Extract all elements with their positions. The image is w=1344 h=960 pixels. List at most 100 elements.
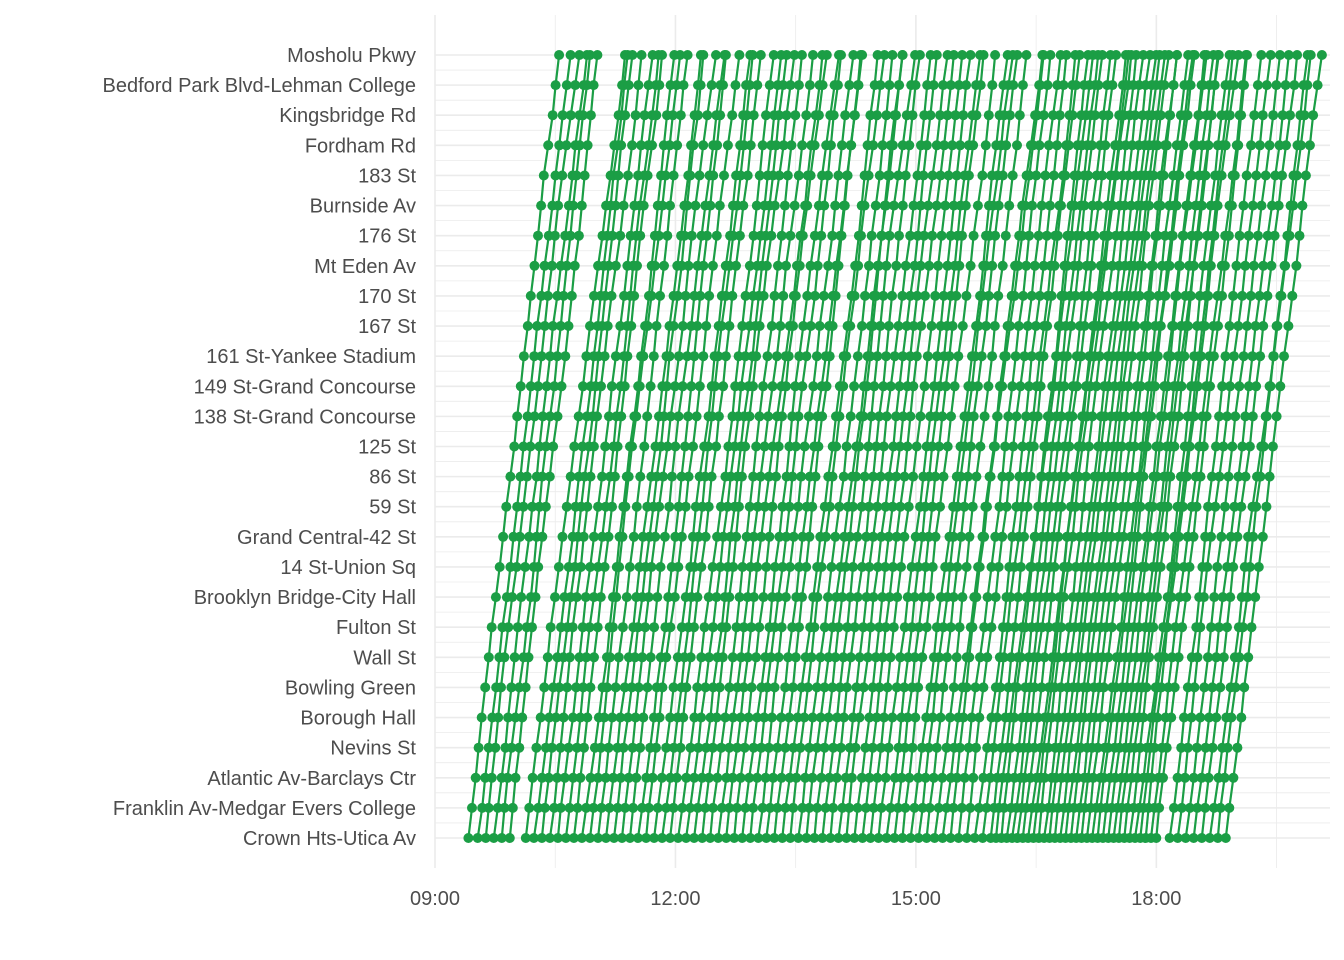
trip-point	[1238, 351, 1249, 362]
trip-point	[881, 833, 892, 843]
trip-point	[628, 802, 639, 813]
trip-point	[665, 411, 676, 422]
trip-point	[752, 501, 763, 512]
trip-point	[615, 712, 626, 723]
trip-point	[635, 471, 646, 482]
trip-point	[1009, 622, 1020, 633]
trip-point	[540, 441, 551, 452]
trip-point	[577, 110, 588, 121]
trip-point	[756, 742, 767, 753]
trip-point	[788, 742, 799, 753]
trip-point	[518, 501, 529, 512]
trip-point	[628, 531, 639, 542]
trip-point	[564, 802, 575, 813]
trip-point	[1030, 321, 1041, 331]
trip-point	[1185, 80, 1196, 91]
trip-point	[761, 833, 772, 843]
trip-point	[950, 110, 961, 121]
trip-point	[1192, 652, 1203, 663]
trip-point	[844, 80, 855, 91]
trip-line	[665, 50, 766, 843]
trip-point	[610, 260, 621, 271]
trip-point	[631, 411, 642, 422]
trip-point	[840, 562, 851, 572]
trip-point	[615, 230, 626, 241]
trip-point	[636, 140, 647, 151]
trip-point	[768, 50, 779, 60]
trip-point	[930, 290, 941, 301]
trip-point	[943, 170, 954, 181]
trip-point	[1277, 170, 1287, 181]
trip-point	[1204, 833, 1215, 843]
trip-point	[627, 50, 638, 60]
trip-point	[536, 351, 547, 362]
trip-point	[673, 351, 684, 362]
trip-point	[1282, 230, 1293, 241]
trip-point	[1106, 622, 1117, 633]
trip-point	[1243, 381, 1254, 392]
trip-point	[1056, 290, 1067, 301]
trip-line	[504, 50, 603, 843]
trip-point	[1132, 411, 1143, 422]
trip-point	[845, 411, 856, 422]
trip-point	[864, 712, 875, 723]
trip-point	[612, 802, 623, 813]
trip-point	[838, 652, 849, 663]
trip-point	[778, 80, 789, 91]
trip-point	[1022, 321, 1033, 331]
trip-point	[1256, 50, 1267, 60]
trip-point	[889, 351, 900, 362]
trip-point	[1242, 50, 1252, 60]
trip-point	[861, 592, 872, 603]
y-tick-label: 86 St	[369, 467, 416, 489]
trip-point	[1211, 712, 1222, 723]
trip-point	[940, 381, 951, 392]
trip-point	[662, 230, 673, 241]
trip-point	[980, 140, 991, 151]
trip-point	[529, 260, 540, 271]
trip-point	[1228, 772, 1239, 783]
trip-point	[917, 652, 928, 663]
trip-point	[604, 411, 614, 422]
trip-point	[997, 471, 1008, 482]
trip-point	[862, 652, 873, 663]
trip-point	[887, 50, 898, 60]
trip-point	[863, 441, 874, 452]
trip-point	[643, 802, 654, 813]
trip-point	[1024, 230, 1035, 241]
trip-point	[871, 712, 882, 723]
trip-point	[1151, 833, 1162, 843]
trip-point	[650, 531, 661, 542]
trip-point	[656, 772, 667, 783]
trip-point	[925, 592, 935, 603]
trip-point	[1011, 682, 1022, 693]
trip-point	[823, 260, 834, 271]
trip-point	[1017, 441, 1028, 452]
trip-line	[593, 50, 693, 843]
trip-point	[606, 290, 617, 301]
x-tick-label: 09:00	[410, 888, 460, 910]
trip-point	[1052, 230, 1063, 241]
trip-point	[872, 351, 883, 362]
trip-point	[671, 772, 682, 783]
trip-point	[753, 833, 764, 843]
trip-point	[824, 351, 835, 362]
trip-point	[793, 501, 804, 512]
trip-point	[1194, 110, 1205, 121]
trip-point	[1277, 110, 1288, 121]
trip-point	[1029, 682, 1040, 693]
trip-point	[1211, 441, 1221, 452]
trip-point	[649, 622, 660, 633]
trip-point	[561, 260, 572, 271]
trip-point	[953, 833, 964, 843]
trip-point	[873, 260, 884, 271]
trip-point	[848, 562, 858, 572]
trip-point	[1245, 290, 1256, 301]
trip-point	[744, 80, 755, 91]
trip-point	[805, 321, 816, 331]
trip-point	[661, 652, 672, 663]
trip-point	[611, 592, 622, 603]
trip-point	[1212, 833, 1223, 843]
trip-point	[609, 833, 619, 843]
trip-point	[748, 110, 759, 121]
